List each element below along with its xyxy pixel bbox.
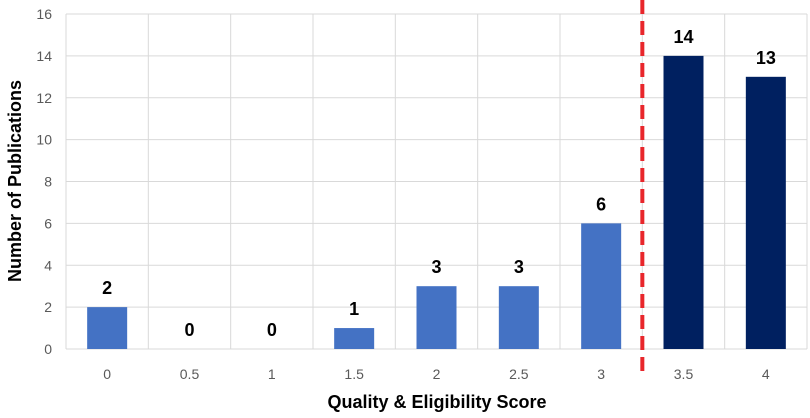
y-axis-title: Number of Publications (5, 80, 25, 282)
data-label: 14 (673, 27, 693, 47)
bar (416, 286, 457, 349)
bar (581, 223, 622, 349)
y-tick-label: 0 (44, 341, 52, 357)
grid (65, 13, 808, 350)
x-tick-labels: 0 0.5 1 1.5 2 2.5 3 3.5 4 (103, 366, 770, 382)
x-axis-title: Quality & Eligibility Score (327, 392, 546, 412)
data-label: 1 (349, 299, 359, 319)
x-tick-label: 1.5 (344, 366, 364, 382)
data-label: 13 (756, 48, 776, 68)
bar (498, 286, 539, 349)
bar (334, 328, 375, 349)
x-tick-label: 4 (762, 366, 770, 382)
y-tick-label: 2 (44, 299, 52, 315)
x-tick-label: 3.5 (674, 366, 694, 382)
y-tick-label: 8 (44, 174, 52, 190)
x-tick-label: 3 (597, 366, 605, 382)
data-label: 0 (184, 320, 194, 340)
data-label: 0 (267, 320, 277, 340)
data-label: 6 (596, 194, 606, 214)
bars (87, 55, 786, 349)
x-tick-label: 0.5 (180, 366, 200, 382)
y-tick-label: 12 (36, 90, 52, 106)
bar (663, 55, 704, 349)
y-tick-label: 4 (44, 257, 52, 273)
bar (87, 307, 128, 349)
x-tick-label: 2 (433, 366, 441, 382)
x-tick-label: 0 (103, 366, 111, 382)
data-label: 3 (514, 257, 524, 277)
bar (745, 76, 786, 349)
y-tick-label: 16 (36, 6, 52, 22)
y-tick-label: 10 (36, 132, 52, 148)
x-tick-label: 1 (268, 366, 276, 382)
y-tick-labels: 0 2 4 6 8 10 12 14 16 (36, 6, 52, 357)
y-tick-label: 6 (44, 215, 52, 231)
x-tick-label: 2.5 (509, 366, 529, 382)
y-tick-label: 14 (36, 48, 52, 64)
data-label: 2 (102, 278, 112, 298)
data-label: 3 (431, 257, 441, 277)
